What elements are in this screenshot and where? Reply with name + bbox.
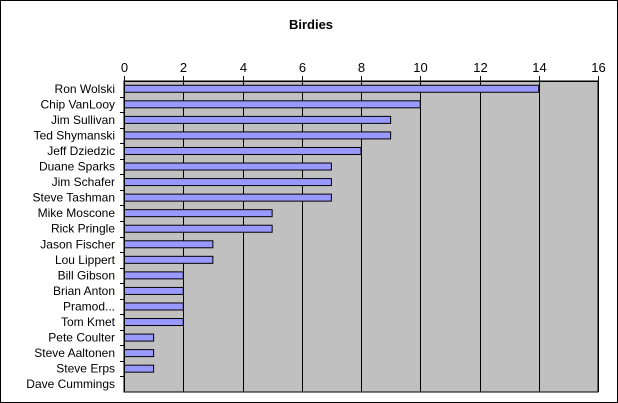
tick-label: 8: [358, 60, 365, 75]
bar: [123, 286, 184, 295]
category-label: Bill Gibson: [58, 268, 115, 282]
bar: [123, 84, 540, 93]
tick-label: 16: [591, 60, 605, 75]
bar: [123, 255, 214, 264]
category-label: Jim Schafer: [52, 175, 115, 189]
category-label: Mike Moscone: [38, 206, 116, 220]
tick-label: 12: [473, 60, 487, 75]
x-axis-ticks: 0 2 4 6 8 10 12 14 16: [121, 60, 606, 81]
bar: [123, 318, 184, 327]
category-label: Jason Fischer: [40, 237, 115, 251]
category-label: Dave Cummings: [26, 377, 115, 391]
category-label: Ron Wolski: [55, 82, 115, 96]
bar: [123, 349, 155, 358]
tick-label: 14: [532, 60, 546, 75]
category-label: Steve Tashman: [33, 191, 116, 205]
bar: [123, 209, 273, 218]
category-label: Pete Coulter: [48, 331, 115, 345]
category-label: Rick Pringle: [51, 222, 115, 236]
bar: [123, 193, 332, 202]
bar: [123, 115, 392, 124]
category-label: Steve Erps: [56, 362, 115, 376]
category-label: Jim Sullivan: [51, 113, 115, 127]
bar: [123, 333, 155, 342]
tick-label: 0: [121, 60, 128, 75]
category-label: Chip VanLooy: [41, 97, 116, 111]
category-label: Duane Sparks: [39, 160, 115, 174]
bar: [123, 178, 332, 187]
bar: [123, 224, 273, 233]
chart-title: Birdies: [289, 17, 333, 32]
category-label: Jeff Dziedzic: [47, 144, 115, 158]
category-label: Brian Anton: [53, 284, 115, 298]
bar: [123, 364, 155, 373]
category-label: Ted Shymanski: [34, 128, 115, 142]
bar: [123, 146, 362, 155]
category-label: Lou Lippert: [55, 253, 116, 267]
bar: [123, 100, 421, 109]
bar: [123, 240, 214, 249]
category-label: Pramod...: [63, 299, 115, 313]
bar: [123, 271, 184, 280]
tick-label: 2: [180, 60, 187, 75]
tick-label: 6: [299, 60, 306, 75]
category-label: Steve Aaltonen: [34, 346, 115, 360]
tick-label: 10: [413, 60, 427, 75]
bar: [123, 302, 184, 311]
bar: [123, 131, 392, 140]
category-label: Tom Kmet: [61, 315, 116, 329]
bar: [123, 162, 332, 171]
tick-label: 4: [240, 60, 247, 75]
